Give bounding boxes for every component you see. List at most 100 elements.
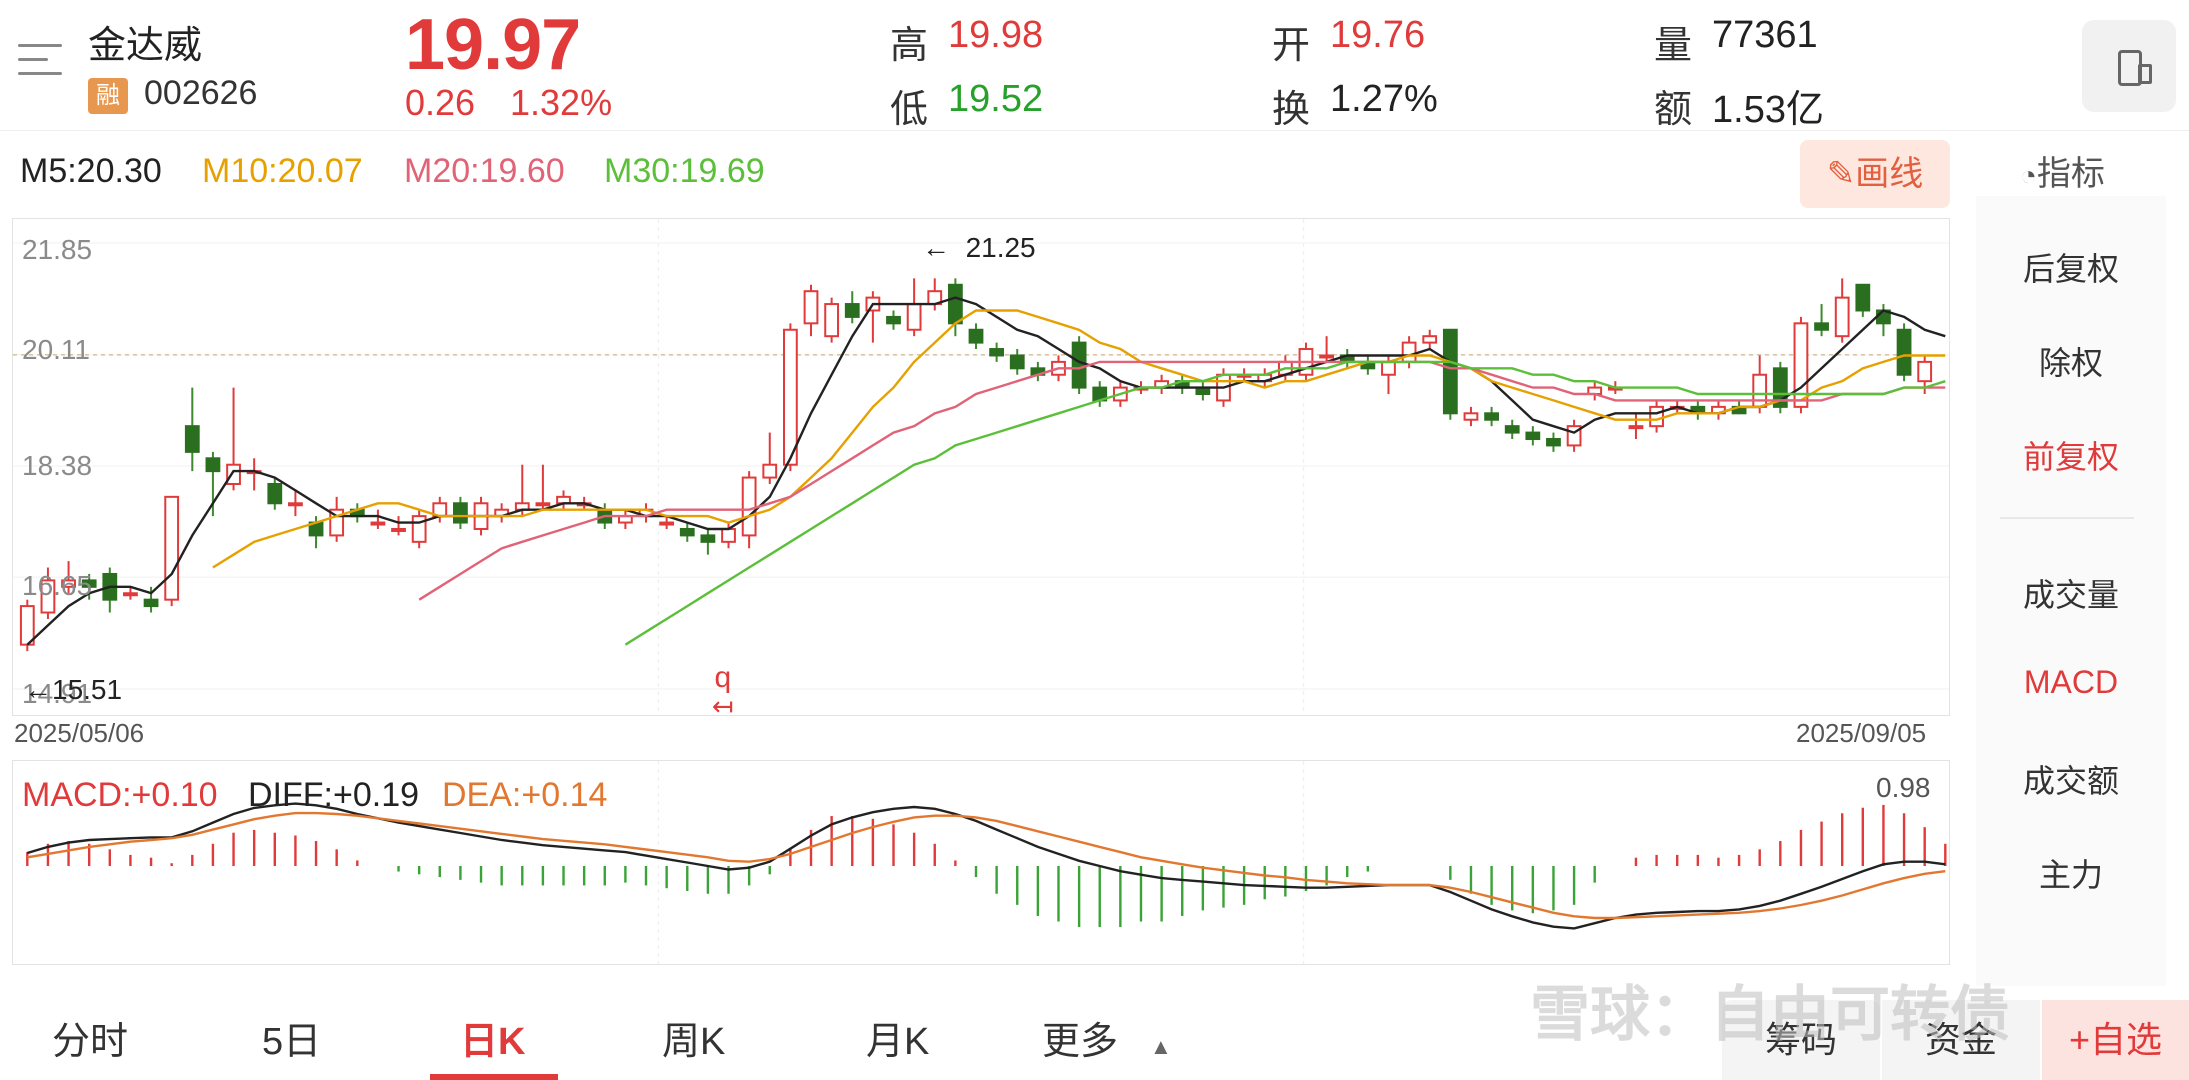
chips-button[interactable]: 筹码 [1722, 1000, 1880, 1080]
macd-scale-max: 0.98 [1876, 772, 1931, 803]
ma-line-m5 [26, 296, 1946, 646]
ma5-legend: M5:20.30 [20, 152, 162, 190]
menu-icon[interactable] [18, 42, 62, 82]
candle-body [267, 482, 283, 505]
candle-body [1917, 360, 1933, 383]
candle-body [1896, 328, 1912, 376]
y-tick-2: 20.11 [22, 334, 90, 365]
candle-body [1009, 354, 1025, 370]
stat-volume-value: 77361 [1712, 14, 1818, 56]
stock-name: 金达威 [88, 25, 203, 67]
stat-low-value: 19.52 [948, 78, 1044, 120]
candle-body [1381, 360, 1396, 376]
tab-intraday[interactable]: 分时 [52, 1021, 129, 1063]
y-tick-5: 14.91 [22, 678, 93, 709]
ma-line-m20 [418, 360, 1946, 601]
sidebar-divider [2000, 517, 2134, 519]
stat-high-value: 19.98 [948, 14, 1044, 56]
sidebar-item-turnover-amount[interactable]: 成交额 [2022, 763, 2119, 799]
x-start-date: 2025/05/06 [14, 718, 145, 748]
add-watchlist-button[interactable]: +自选 [2042, 1000, 2189, 1080]
candle-body [1463, 412, 1479, 421]
candle-body [143, 598, 159, 608]
current-price: 19.97 [405, 5, 581, 85]
sidebar-item-volume[interactable]: 成交量 [2022, 577, 2119, 613]
ma10-legend: M10:20.07 [202, 152, 363, 190]
candle-body [81, 579, 97, 588]
macd-chart[interactable] [12, 760, 1950, 965]
stat-turnover-label: 换 [1272, 89, 1311, 131]
tab-5day[interactable]: 5日 [262, 1021, 322, 1063]
pencil-icon: ✎ [1826, 155, 1856, 193]
candle-body [1422, 335, 1438, 344]
tab-daily-k[interactable]: 日K [460, 1021, 526, 1063]
candle-body [782, 328, 798, 466]
indicator-label: 指标 [2036, 155, 2105, 193]
candle-body [535, 502, 551, 507]
sidebar-item-ex-rights[interactable]: 除权 [2038, 345, 2103, 381]
candle-body [1814, 322, 1829, 331]
y-tick-3: 18.38 [22, 450, 93, 481]
stat-amount-value: 1.53亿 [1712, 89, 1824, 131]
candle-body [886, 315, 901, 325]
stat-volume-label: 量 [1654, 25, 1693, 67]
dea-value-legend: DEA:+0.14 [442, 776, 608, 814]
price-change-pct: 1.32% [510, 82, 613, 123]
ma20-legend: M20:19.60 [404, 152, 565, 190]
candle-body [1834, 296, 1850, 338]
funds-button[interactable]: 资金 [1882, 1000, 2040, 1080]
stat-open-label: 开 [1272, 25, 1311, 67]
stat-turnover-value: 1.27% [1330, 78, 1438, 120]
candle-body [123, 592, 138, 597]
candle-body [906, 303, 922, 331]
y-tick-1: 21.85 [22, 234, 93, 265]
right-sidebar [1976, 196, 2166, 986]
tab-weekly-k[interactable]: 周K [662, 1021, 726, 1063]
candle-body [741, 476, 757, 537]
event-marker[interactable]: q ↤ [712, 661, 734, 721]
kline-chart[interactable] [12, 218, 1950, 716]
ma-line-m30 [624, 360, 1946, 646]
candle-body [1546, 438, 1561, 447]
candle-body [1525, 431, 1541, 441]
candle-body [1319, 354, 1334, 359]
diff-value-legend: DIFF:+0.19 [248, 776, 420, 814]
macd-canvas [26, 761, 1947, 964]
sidebar-item-main-force[interactable]: 主力 [2038, 857, 2103, 893]
tab-more[interactable]: 更多 ▲ [1042, 1021, 1172, 1063]
landscape-toggle-button[interactable] [2082, 20, 2176, 112]
candle-body [40, 579, 56, 614]
ma-line-m10 [212, 309, 1946, 569]
candle-body [288, 502, 303, 507]
arrow-left-icon: ↤ [712, 691, 734, 721]
candle-body [824, 303, 840, 338]
stock-code: 002626 [144, 74, 258, 112]
sidebar-item-back-adjusted[interactable]: 后复权 [2022, 251, 2119, 287]
candle-body [803, 290, 819, 325]
watermark: 雪球：自由可转债 [1530, 981, 2010, 1048]
draw-line-button[interactable]: ✎画线 [1800, 140, 1950, 208]
sidebar-item-macd[interactable]: MACD [2023, 664, 2119, 700]
candle-body [721, 527, 736, 543]
macd-value-legend: MACD:+0.10 [22, 776, 218, 814]
ma30-legend: M30:19.69 [604, 152, 765, 190]
candle-body [947, 283, 963, 325]
min-price-marker: ←15.51 [24, 674, 123, 705]
tab-monthly-k[interactable]: 月K [866, 1021, 930, 1063]
header-divider [0, 130, 2189, 131]
candle-body [61, 579, 76, 588]
candle-body [762, 463, 778, 479]
candle-body [1504, 425, 1520, 434]
sidebar-item-forward-adjusted[interactable]: 前复权 [2022, 439, 2119, 475]
candle-body [1649, 405, 1664, 428]
max-price-marker: ← 21.25 [922, 232, 1036, 263]
x-end-date: 2025/09/05 [1796, 718, 1927, 748]
candle-body [370, 521, 386, 526]
candle-body [205, 457, 221, 473]
candle-body [1628, 425, 1644, 430]
macd-line-diff [26, 802, 1946, 930]
candle-body [679, 527, 695, 537]
macd-line-dea [27, 811, 1946, 920]
candle-body [453, 502, 468, 524]
indicator-button[interactable]: ◔指标 [2020, 146, 2105, 195]
